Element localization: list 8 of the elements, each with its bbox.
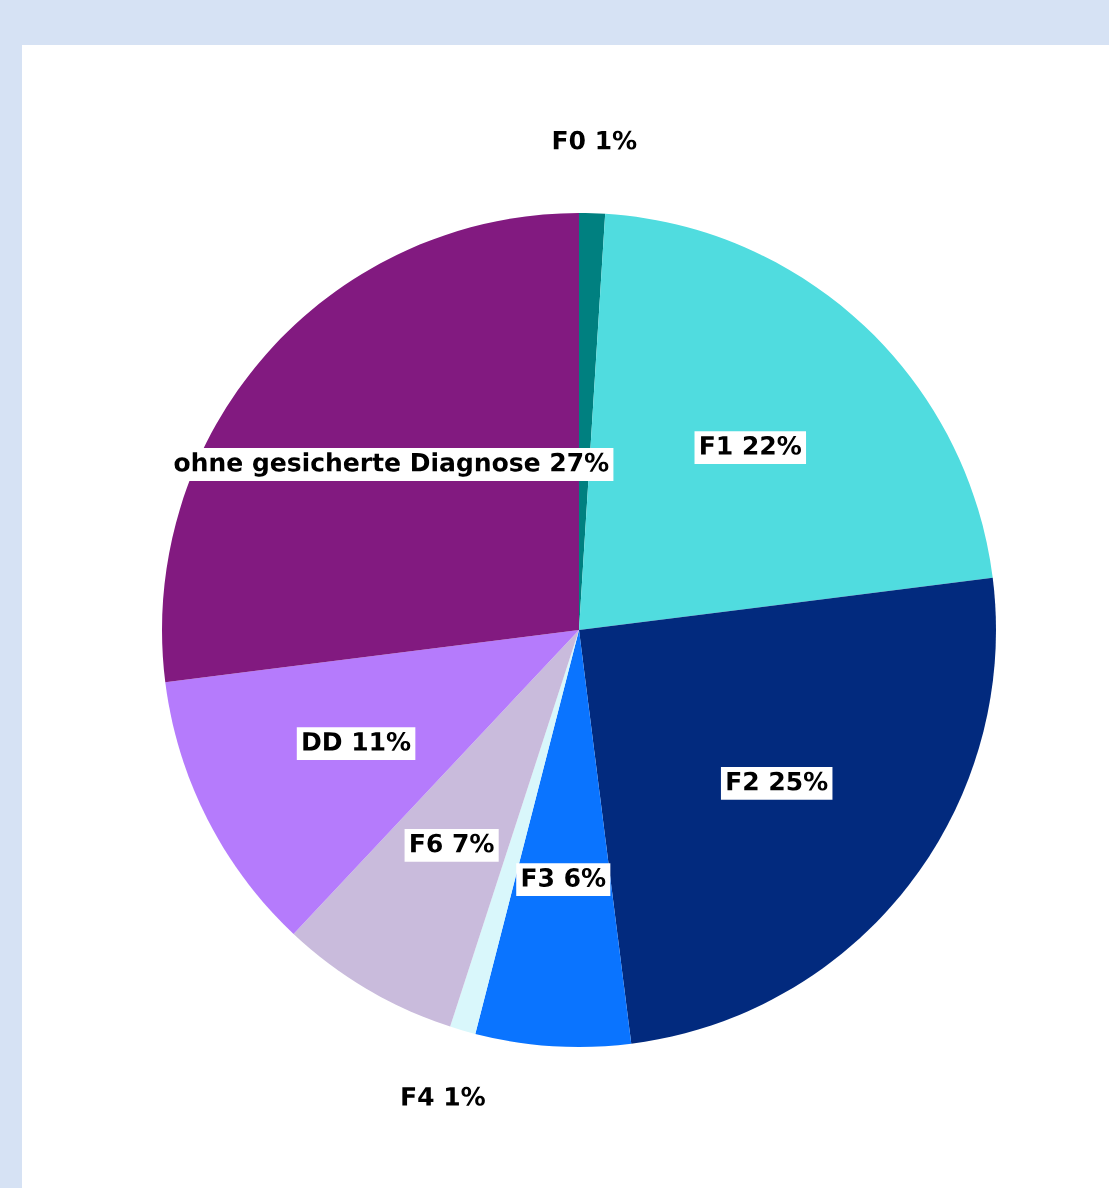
slice-label: F2 25%: [727, 771, 828, 791]
slice-label: ohne gesicherte Diagnose 27%: [174, 452, 609, 477]
slice-label: F1 22%: [701, 435, 801, 455]
slice-label: DD 11%: [303, 731, 411, 751]
slice-label: F6 7%: [411, 833, 494, 853]
slice-label: F0 1%: [553, 130, 637, 150]
slice-label: F4 1%: [402, 1086, 485, 1106]
slice-label: F3 6%: [522, 868, 606, 887]
